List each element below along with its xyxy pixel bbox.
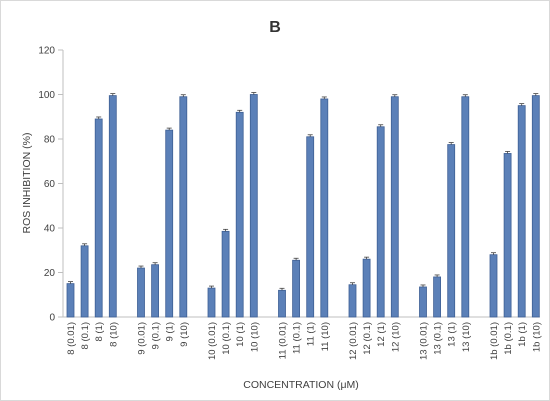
x-category-label: 9 (0.01) [137, 322, 148, 355]
bar [517, 105, 526, 318]
bar [137, 267, 145, 318]
y-tick-label: 80 [44, 135, 56, 146]
x-category-label: 8 (0.1) [80, 322, 91, 349]
x-category-label: 8 (0.01) [66, 322, 77, 355]
bars [66, 92, 540, 318]
y-tick-label: 40 [44, 224, 56, 235]
x-category-label: 1b (0.01) [489, 322, 500, 360]
bar [503, 153, 512, 318]
x-category-label: 13 (10) [461, 322, 472, 352]
x-category-label: 1b (1) [517, 322, 528, 347]
x-category-label: 11 (10) [320, 322, 331, 351]
bar [447, 144, 456, 318]
x-category-label: 10 (10) [249, 322, 260, 352]
x-category-label: 11 (1) [306, 322, 317, 346]
bar [461, 96, 470, 318]
bar [419, 286, 427, 318]
chart-title: B [269, 19, 281, 36]
bar [108, 95, 117, 318]
bar [249, 94, 258, 318]
bar [151, 264, 160, 318]
x-category-label: 1b (0.1) [503, 322, 514, 355]
x-category-label: 11 (0.01) [278, 322, 289, 359]
y-tick-label: 60 [44, 179, 56, 190]
bar [376, 126, 385, 318]
bar [390, 96, 399, 318]
y-axis-label: ROS INHIBITION (%) [21, 133, 33, 234]
bar [320, 98, 329, 318]
bar [235, 111, 244, 318]
y-tick-label: 20 [44, 268, 56, 279]
bar [278, 289, 286, 318]
x-category-label: 9 (0.1) [151, 322, 162, 349]
x-category-label: 1b (10) [531, 322, 542, 352]
y-tick-label: 120 [38, 46, 55, 57]
bar [531, 95, 540, 318]
x-category-label: 9 (10) [179, 322, 190, 347]
bar [433, 276, 442, 318]
x-category-label: 12 (10) [390, 322, 401, 352]
bar [292, 259, 301, 318]
bar [94, 118, 103, 318]
bar [362, 258, 371, 318]
y-tick-label: 100 [38, 90, 55, 101]
x-category-label: 13 (0.1) [433, 322, 444, 355]
x-category-label: 11 (0.1) [292, 322, 303, 354]
x-category-label: 9 (1) [165, 322, 176, 342]
x-category-label: 8 (10) [108, 322, 119, 347]
bar [221, 230, 230, 318]
x-category-label: 13 (1) [447, 322, 458, 347]
x-category-label: 10 (1) [235, 322, 246, 347]
bar [207, 287, 216, 318]
x-axis-categories: 8 (0.01) 8 (0.1) 8 (1) 8 (10) 9 (0.01) 9 (0.1… [66, 322, 542, 360]
bar [306, 136, 315, 318]
bar [66, 283, 75, 318]
bar [165, 129, 174, 318]
x-category-label: 10 (0.1) [221, 322, 232, 355]
x-category-label: 13 (0.01) [419, 322, 430, 360]
x-category-label: 12 (1) [376, 322, 387, 347]
x-category-label: 12 (0.01) [348, 322, 359, 360]
x-category-label: 12 (0.1) [362, 322, 373, 355]
x-category-label: 10 (0.01) [207, 322, 218, 360]
bar [489, 254, 498, 318]
y-tick-label: 0 [49, 313, 55, 324]
bar [179, 96, 188, 318]
bar [348, 284, 357, 318]
x-axis-label: CONCENTRATION (μM) [243, 379, 359, 391]
bar [80, 245, 89, 318]
x-category-label: 8 (1) [94, 322, 105, 342]
